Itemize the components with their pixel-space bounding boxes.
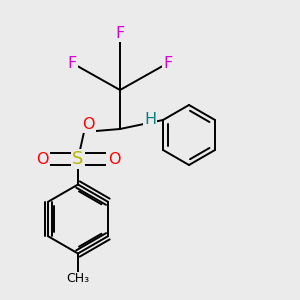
Text: H: H bbox=[144, 112, 156, 128]
Text: F: F bbox=[116, 26, 124, 40]
Text: F: F bbox=[164, 56, 172, 70]
Text: F: F bbox=[68, 56, 76, 70]
Text: O: O bbox=[36, 152, 48, 166]
Text: O: O bbox=[108, 152, 120, 166]
Text: O: O bbox=[82, 117, 95, 132]
Text: S: S bbox=[72, 150, 84, 168]
Text: CH₃: CH₃ bbox=[66, 272, 90, 286]
